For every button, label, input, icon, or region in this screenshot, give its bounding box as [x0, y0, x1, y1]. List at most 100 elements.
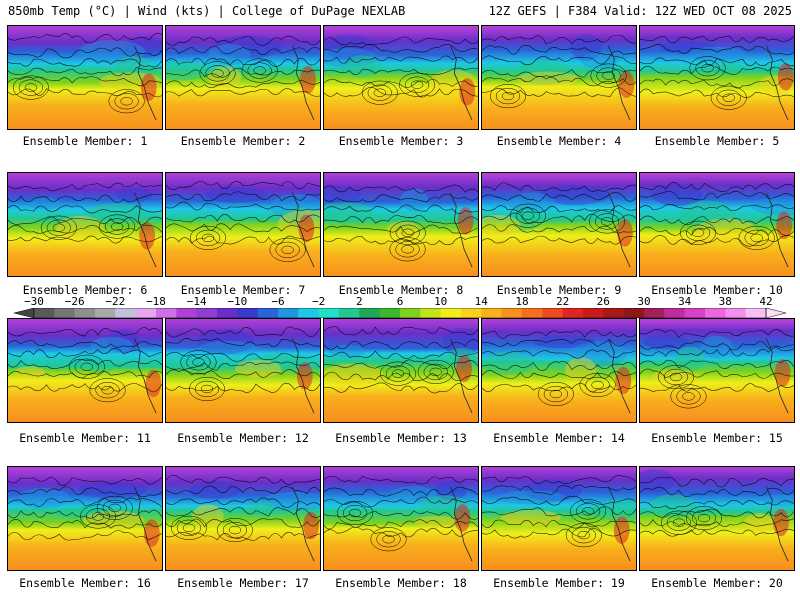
colorbar-tick-label: −14 — [186, 295, 207, 308]
ensemble-member-label: Ensemble Member: 3 — [338, 134, 464, 148]
colorbar-swatch — [135, 308, 157, 318]
ensemble-member-label: Ensemble Member: 8 — [338, 283, 464, 297]
temperature-field — [8, 319, 162, 422]
temperature-field — [8, 173, 162, 276]
valid-time-label: 12Z GEFS | F384 Valid: 12Z WED OCT 08 20… — [488, 4, 792, 18]
ensemble-member-label: Ensemble Member: 11 — [19, 431, 151, 445]
colorbar-tick-label: −30 — [24, 295, 44, 308]
ensemble-member-map — [323, 466, 479, 571]
colorbar-tick-label: 10 — [434, 295, 448, 308]
colorbar-tick-label: 22 — [556, 295, 570, 308]
temperature-colorbar: −30 −26 −22 −18 −14 −10 −6 −2 2 6 10 14 18 22 26 30 34 38… — [0, 296, 800, 320]
colorbar-tick-label: 42 — [759, 295, 773, 308]
colorbar-ticks: −30 −26 −22 −18 −14 −10 −6 −2 2 6 10 14 18 22 26 30 34 38… — [0, 296, 800, 308]
temperature-field — [640, 319, 794, 422]
ensemble-member-map — [7, 466, 163, 571]
ensemble-member-map — [639, 318, 795, 423]
colorbar-swatch — [705, 308, 726, 318]
colorbar-tick-label: −18 — [146, 295, 166, 308]
ensemble-member-map — [639, 25, 795, 130]
colorbar-tick-label: 14 — [474, 295, 488, 308]
colorbar-swatch — [420, 308, 442, 318]
ensemble-member-label: Ensemble Member: 17 — [177, 576, 309, 590]
colorbar-tick-label: 2 — [355, 295, 363, 308]
colorbar-tick-label: 26 — [596, 295, 610, 308]
colorbar-tick-label: −6 — [271, 295, 285, 308]
ensemble-member-label: Ensemble Member: 6 — [22, 283, 148, 297]
colorbar-swatch — [74, 308, 96, 318]
ensemble-member-map — [481, 25, 637, 130]
colorbar-tick-label: 38 — [718, 295, 732, 308]
ensemble-member-map — [481, 318, 637, 423]
colorbar-swatch — [257, 308, 279, 318]
colorbar-tick-label: 30 — [637, 295, 651, 308]
ensemble-member-map — [7, 318, 163, 423]
ensemble-member-map — [639, 466, 795, 571]
colorbar-swatches — [13, 308, 787, 318]
ensemble-member-label: Ensemble Member: 9 — [496, 283, 622, 297]
colorbar-swatch — [278, 308, 299, 318]
temperature-field — [482, 26, 636, 129]
colorbar-tick-label: −2 — [312, 295, 326, 308]
ensemble-member-map — [165, 466, 321, 571]
temperature-field — [166, 26, 320, 129]
ensemble-member-label: Ensemble Member: 5 — [654, 134, 780, 148]
colorbar-swatch — [583, 308, 604, 318]
colorbar-swatch — [745, 308, 767, 318]
temperature-field — [166, 319, 320, 422]
colorbar-swatch — [400, 308, 421, 318]
colorbar-tick-label: 34 — [678, 295, 692, 308]
colorbar-swatch — [237, 308, 259, 318]
ensemble-member-label: Ensemble Member: 16 — [19, 576, 151, 590]
colorbar-swatch — [359, 308, 381, 318]
colorbar-tick-label: −22 — [105, 295, 126, 308]
temperature-field — [166, 173, 320, 276]
temperature-field — [482, 319, 636, 422]
temperature-field — [8, 467, 162, 570]
temperature-field — [482, 467, 636, 570]
colorbar-swatch — [115, 308, 137, 318]
ensemble-member-label: Ensemble Member: 1 — [22, 134, 148, 148]
ensemble-member-label: Ensemble Member: 19 — [493, 576, 625, 590]
map-title: 850mb Temp (°C) | Wind (kts) | College o… — [8, 4, 406, 18]
ensemble-member-map — [165, 25, 321, 130]
ensemble-member-map — [323, 318, 479, 423]
colorbar-swatch — [176, 308, 198, 318]
colorbar-swatch — [440, 308, 462, 318]
colorbar-swatch — [501, 308, 523, 318]
colorbar-swatch — [156, 308, 177, 318]
ensemble-member-map — [481, 172, 637, 277]
colorbar-swatch — [542, 308, 564, 318]
colorbar-swatch — [644, 308, 665, 318]
colorbar-tick-label: −10 — [227, 295, 248, 308]
ensemble-member-label: Ensemble Member: 12 — [177, 431, 309, 445]
colorbar-swatch — [379, 308, 401, 318]
ensemble-member-label: Ensemble Member: 10 — [651, 283, 783, 297]
temperature-field — [166, 467, 320, 570]
temperature-field — [324, 467, 478, 570]
ensemble-member-map — [639, 172, 795, 277]
ensemble-member-map — [7, 172, 163, 277]
ensemble-member-label: Ensemble Member: 20 — [651, 576, 783, 590]
colorbar-swatch — [664, 308, 686, 318]
colorbar-swatch — [725, 308, 747, 318]
colorbar-swatch — [318, 308, 340, 318]
ensemble-member-label: Ensemble Member: 13 — [335, 431, 467, 445]
ensemble-member-map — [165, 172, 321, 277]
colorbar-tick-label: 6 — [396, 295, 404, 308]
temperature-field — [640, 467, 794, 570]
colorbar-swatch — [217, 308, 238, 318]
colorbar-swatch — [684, 308, 706, 318]
temperature-field — [324, 173, 478, 276]
temperature-field — [324, 26, 478, 129]
colorbar-tick-label: −26 — [64, 295, 85, 308]
ensemble-member-label: Ensemble Member: 18 — [335, 576, 467, 590]
ensemble-member-map — [323, 172, 479, 277]
colorbar-swatch — [562, 308, 584, 318]
colorbar-swatch — [95, 308, 116, 318]
colorbar-swatch — [461, 308, 482, 318]
temperature-field — [640, 26, 794, 129]
ensemble-member-label: Ensemble Member: 15 — [651, 431, 783, 445]
ensemble-member-label: Ensemble Member: 7 — [180, 283, 306, 297]
colorbar-swatch — [196, 308, 218, 318]
